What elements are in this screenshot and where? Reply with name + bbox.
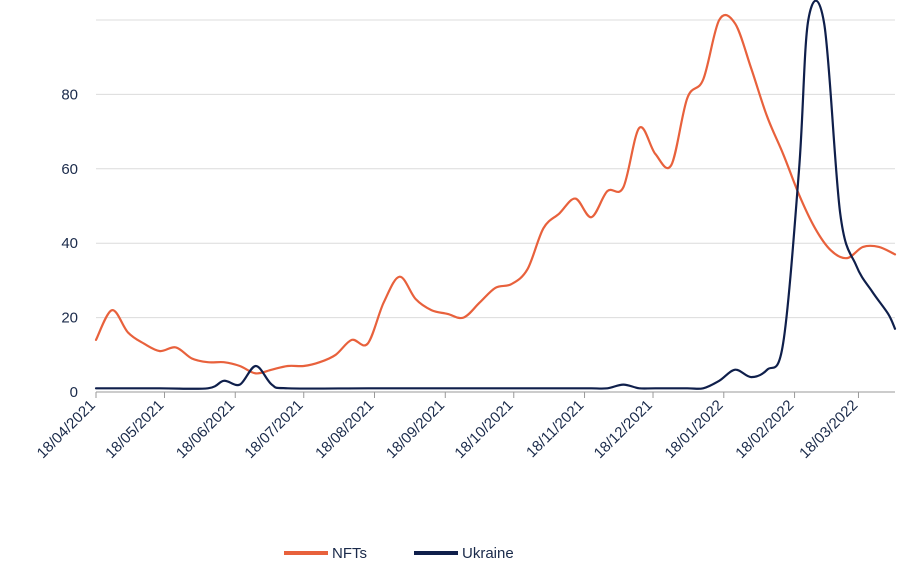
legend-swatch-nfts xyxy=(284,551,328,555)
gridlines xyxy=(96,19,895,319)
x-tick-label: 18/02/2022 xyxy=(732,397,797,462)
x-tick-label: 18/05/2021 xyxy=(102,397,167,462)
x-tick-label: 18/11/2021 xyxy=(523,397,587,461)
y-axis-labels: 0 20 40 60 80 xyxy=(61,86,78,401)
legend-label-nfts: NFTs xyxy=(332,544,367,562)
x-tick-label: 18/08/2021 xyxy=(312,397,377,462)
series-line-ukraine xyxy=(94,0,897,390)
x-tick-label: 18/03/2022 xyxy=(796,397,861,462)
x-tick-label: 18/10/2021 xyxy=(451,397,516,462)
y-tick-label: 60 xyxy=(61,161,78,178)
legend-swatch-ukraine xyxy=(414,551,458,555)
x-axis-labels: 18/04/2021 18/05/2021 18/06/2021 18/07/2021… xyxy=(34,397,862,462)
x-tick-label: 18/04/2021 xyxy=(34,397,99,462)
legend-item-nfts: NFTs xyxy=(284,542,367,564)
x-axis xyxy=(95,391,895,398)
legend-item-ukraine: Ukraine xyxy=(414,542,514,564)
series-line-nfts xyxy=(94,13,897,375)
x-tick-label: 18/06/2021 xyxy=(173,397,238,462)
series-lines xyxy=(94,0,897,390)
legend: NFTs Ukraine xyxy=(0,542,900,564)
y-tick-label: 80 xyxy=(61,86,78,103)
x-tick-label: 18/07/2021 xyxy=(241,397,306,462)
y-tick-label: 20 xyxy=(61,310,78,327)
y-tick-label: 0 xyxy=(70,384,78,401)
x-tick-label: 18/01/2022 xyxy=(662,397,727,462)
x-tick-label: 18/12/2021 xyxy=(591,397,656,462)
x-tick-label: 18/09/2021 xyxy=(383,397,448,462)
legend-label-ukraine: Ukraine xyxy=(462,544,514,562)
y-tick-label: 40 xyxy=(61,235,78,252)
